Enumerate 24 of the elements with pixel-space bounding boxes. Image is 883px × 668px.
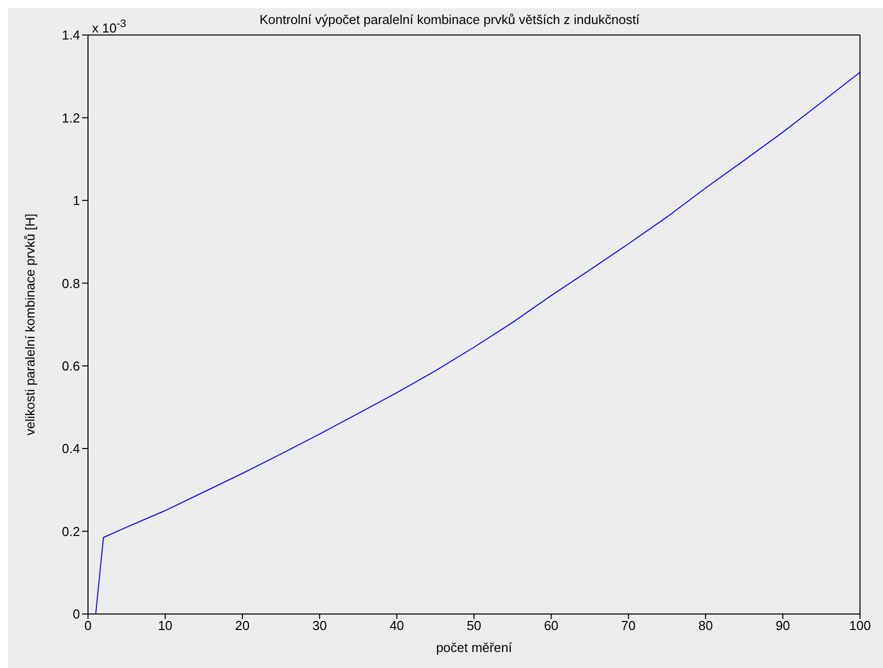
x-tick-label: 80 (698, 618, 713, 634)
x-tick-label: 10 (158, 618, 172, 634)
annotation: x 10$^{-3}$ (92, 18, 126, 36)
x-tick-label: 0 (84, 618, 92, 634)
x-axis-title: počet měření (436, 640, 512, 655)
y-tick-label: 0.8 (62, 276, 80, 291)
y-tick-label: 0.6 (62, 358, 80, 374)
y-tick-label: 0.2 (62, 524, 80, 539)
x-tick-label: 30 (312, 618, 327, 634)
y-tick-label: 1.2 (62, 110, 80, 126)
x-tick-label: 50 (466, 618, 482, 634)
y-axis-title: velikosti paralelní kombinace prvků [H] (22, 214, 38, 436)
y-tick-label: 0.4 (62, 441, 80, 456)
x-tick-label: 60 (544, 618, 558, 634)
x-tick-label: 90 (776, 618, 790, 634)
line-series (95, 72, 860, 614)
x-tick-label: 40 (390, 618, 404, 634)
chart-title: Kontrolní výpočet paralelní kombinace prvků větších z indukčností (259, 12, 640, 27)
x-tick-label: 20 (235, 618, 250, 634)
y-tick-label: 1 (72, 193, 80, 208)
y-tick-label: 0 (72, 606, 80, 622)
y-tick-label: 1.4 (62, 28, 80, 43)
x-tick-label: 70 (621, 618, 636, 634)
x-tick-label: 100 (849, 618, 871, 634)
